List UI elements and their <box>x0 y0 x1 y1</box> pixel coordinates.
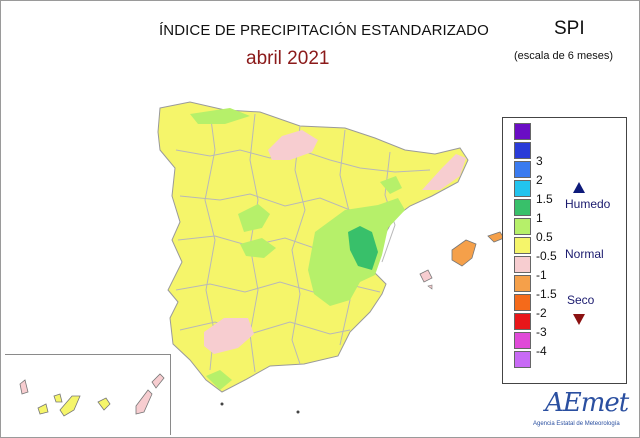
legend-swatch <box>514 256 531 273</box>
formentera-island <box>427 284 433 290</box>
ibiza-island <box>419 269 433 283</box>
legend-tick-label: 3 <box>536 154 543 168</box>
dry-label: Seco <box>567 293 595 307</box>
canary-lanzarote <box>151 373 165 389</box>
canary-la-gomera <box>53 393 63 403</box>
logo-caption: Agencia Estatal de Meteorología <box>533 421 620 427</box>
index-name: SPI <box>554 18 585 39</box>
legend: 3 2 1.5 1 0.5 -0.5 -1 -1.5 -2 -3 -4 Humedo Normal … <box>502 117 627 384</box>
ceuta-marker <box>220 402 224 406</box>
legend-swatch <box>514 218 531 235</box>
legend-swatch <box>514 351 531 368</box>
legend-tick-label: -2 <box>536 306 547 320</box>
legend-tick-label: 1.5 <box>536 192 553 206</box>
legend-tick-label: -1 <box>536 268 547 282</box>
melilla-marker <box>296 410 300 414</box>
very-wet-region-valencia <box>348 226 378 270</box>
wet-region-center-south <box>240 238 276 258</box>
canary-el-hierro <box>37 403 49 415</box>
legend-tick-label: 1 <box>536 211 543 225</box>
canary-fuerteventura <box>135 389 153 415</box>
legend-tick-label: -0.5 <box>536 249 557 263</box>
canary-tenerife <box>59 395 81 417</box>
aemet-logo: AEmet Agencia Estatal de Meteorología <box>533 388 629 430</box>
canary-gran-canaria <box>97 397 111 411</box>
wet-region-northeast <box>380 176 402 194</box>
logo-wordmark: AEmet <box>545 388 629 418</box>
legend-swatch <box>514 123 531 140</box>
legend-tick-label: -3 <box>536 325 547 339</box>
legend-swatch <box>514 294 531 311</box>
wet-region-north <box>190 108 250 124</box>
legend-swatch <box>514 161 531 178</box>
legend-swatch <box>514 142 531 159</box>
wet-arrow-icon <box>573 182 585 193</box>
legend-swatch <box>514 275 531 292</box>
dry-region-catalonia <box>422 154 466 190</box>
map-title: ÍNDICE DE PRECIPITACIÓN ESTANDARIZADO <box>159 22 489 39</box>
wet-region-south-coast <box>206 370 232 390</box>
wet-region-center <box>238 204 270 232</box>
wet-label: Humedo <box>565 197 611 211</box>
dry-arrow-icon <box>573 314 585 325</box>
normal-label: Normal <box>565 247 604 261</box>
legend-tick-label: 2 <box>536 173 543 187</box>
legend-tick-label: -1.5 <box>536 287 557 301</box>
mallorca-island <box>451 239 477 267</box>
legend-swatch <box>514 313 531 330</box>
legend-swatch <box>514 237 531 254</box>
legend-swatch <box>514 199 531 216</box>
time-scale: (escala de 6 meses) <box>514 50 614 62</box>
legend-tick-label: -4 <box>536 344 547 358</box>
legend-swatch <box>514 180 531 197</box>
dry-region-north <box>268 130 318 160</box>
legend-tick-label: 0.5 <box>536 230 553 244</box>
canary-inset-frame <box>5 354 171 435</box>
legend-swatch <box>514 332 531 349</box>
dry-region-andalusia <box>204 318 254 354</box>
canary-la-palma <box>19 379 29 395</box>
map-subtitle: abril 2021 <box>246 48 330 69</box>
